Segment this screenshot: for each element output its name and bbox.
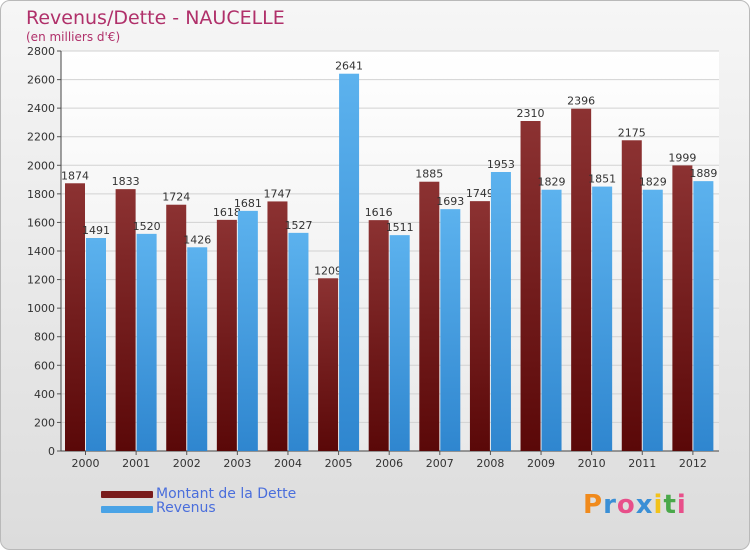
x-tick-label: 2012 [679, 457, 707, 470]
data-label-revenus: 1511 [386, 221, 414, 234]
bar-dette [115, 189, 136, 451]
bar-dette [571, 108, 592, 451]
data-label-dette: 1616 [365, 206, 393, 219]
chart-subtitle: (en milliers d'€) [26, 30, 121, 44]
bar-revenus [288, 232, 309, 451]
bar-dette [318, 278, 339, 451]
chart-title: Revenus/Dette - NAUCELLE [26, 7, 285, 29]
x-tick-label: 2001 [122, 457, 150, 470]
data-label-revenus: 1851 [588, 173, 616, 186]
legend-swatch-dette [101, 491, 153, 498]
x-tick-label: 2009 [527, 457, 555, 470]
bar-revenus [693, 181, 714, 451]
data-label-revenus: 1693 [436, 195, 464, 208]
y-tick-label: 2200 [27, 131, 55, 144]
y-tick-label: 2000 [27, 159, 55, 172]
legend-label-revenus: Revenus [156, 500, 216, 516]
y-tick-label: 600 [34, 359, 55, 372]
y-tick-label: 1200 [27, 274, 55, 287]
bar-revenus [187, 247, 208, 451]
data-label-dette: 1209 [314, 264, 342, 277]
bar-revenus [339, 73, 360, 451]
y-tick-label: 2800 [27, 45, 55, 58]
data-label-revenus: 1889 [689, 167, 717, 180]
bar-dette [267, 201, 288, 451]
data-label-dette: 1874 [61, 169, 89, 182]
x-tick-label: 2000 [72, 457, 100, 470]
data-label-dette: 2396 [567, 95, 595, 108]
bar-revenus [440, 209, 461, 451]
legend-label-dette: Montant de la Dette [156, 486, 297, 502]
bar-dette [469, 201, 490, 451]
x-tick-label: 2006 [375, 457, 403, 470]
data-label-revenus: 1681 [234, 197, 262, 210]
y-tick-label: 400 [34, 388, 55, 401]
data-label-dette: 1885 [415, 168, 443, 181]
y-tick-label: 1000 [27, 302, 55, 315]
data-label-dette: 1749 [466, 187, 494, 200]
data-label-dette: 1999 [668, 151, 696, 164]
data-label-revenus: 1953 [487, 158, 515, 171]
data-label-dette: 1747 [263, 187, 291, 200]
x-tick-label: 2002 [173, 457, 201, 470]
data-label-dette: 2310 [517, 107, 545, 120]
bar-dette [65, 183, 85, 452]
data-label-revenus: 1426 [183, 233, 211, 246]
bar-dette [368, 220, 389, 451]
data-label-dette: 1618 [213, 206, 241, 219]
bar-revenus [86, 238, 106, 451]
data-label-dette: 1724 [162, 191, 190, 204]
data-label-revenus: 1829 [639, 176, 667, 189]
y-tick-label: 1800 [27, 188, 55, 201]
data-label-dette: 1833 [112, 175, 140, 188]
bar-revenus [592, 186, 613, 452]
y-tick-label: 0 [48, 445, 55, 458]
bar-revenus [642, 189, 663, 451]
y-tick-label: 2400 [27, 102, 55, 115]
legend-swatch-revenus [101, 506, 153, 513]
x-tick-label: 2003 [223, 457, 251, 470]
y-tick-label: 1400 [27, 245, 55, 258]
x-tick-label: 2007 [426, 457, 454, 470]
y-tick-label: 200 [34, 416, 55, 429]
x-tick-label: 2004 [274, 457, 302, 470]
bar-revenus [136, 233, 157, 451]
data-label-revenus: 1829 [538, 176, 566, 189]
y-tick-label: 1600 [27, 216, 55, 229]
data-label-revenus: 2641 [335, 60, 363, 73]
x-tick-label: 2005 [325, 457, 353, 470]
bar-dette [672, 165, 693, 451]
data-label-revenus: 1491 [82, 224, 110, 237]
proxiti-logo: Proxiti [583, 490, 687, 520]
data-label-revenus: 1520 [133, 220, 161, 233]
bar-dette [216, 219, 237, 451]
bar-dette [419, 181, 440, 451]
bar-revenus [389, 235, 410, 451]
y-tick-label: 800 [34, 331, 55, 344]
x-tick-label: 2010 [578, 457, 606, 470]
data-label-dette: 2175 [618, 126, 646, 139]
x-tick-label: 2011 [628, 457, 656, 470]
bar-dette [520, 121, 541, 451]
y-tick-label: 2600 [27, 74, 55, 87]
bar-dette [621, 140, 642, 452]
bar-revenus [541, 189, 562, 451]
bar-dette [166, 204, 187, 451]
data-label-revenus: 1527 [284, 219, 312, 232]
x-tick-label: 2008 [476, 457, 504, 470]
bar-revenus [237, 210, 258, 451]
bar-revenus [490, 172, 511, 451]
